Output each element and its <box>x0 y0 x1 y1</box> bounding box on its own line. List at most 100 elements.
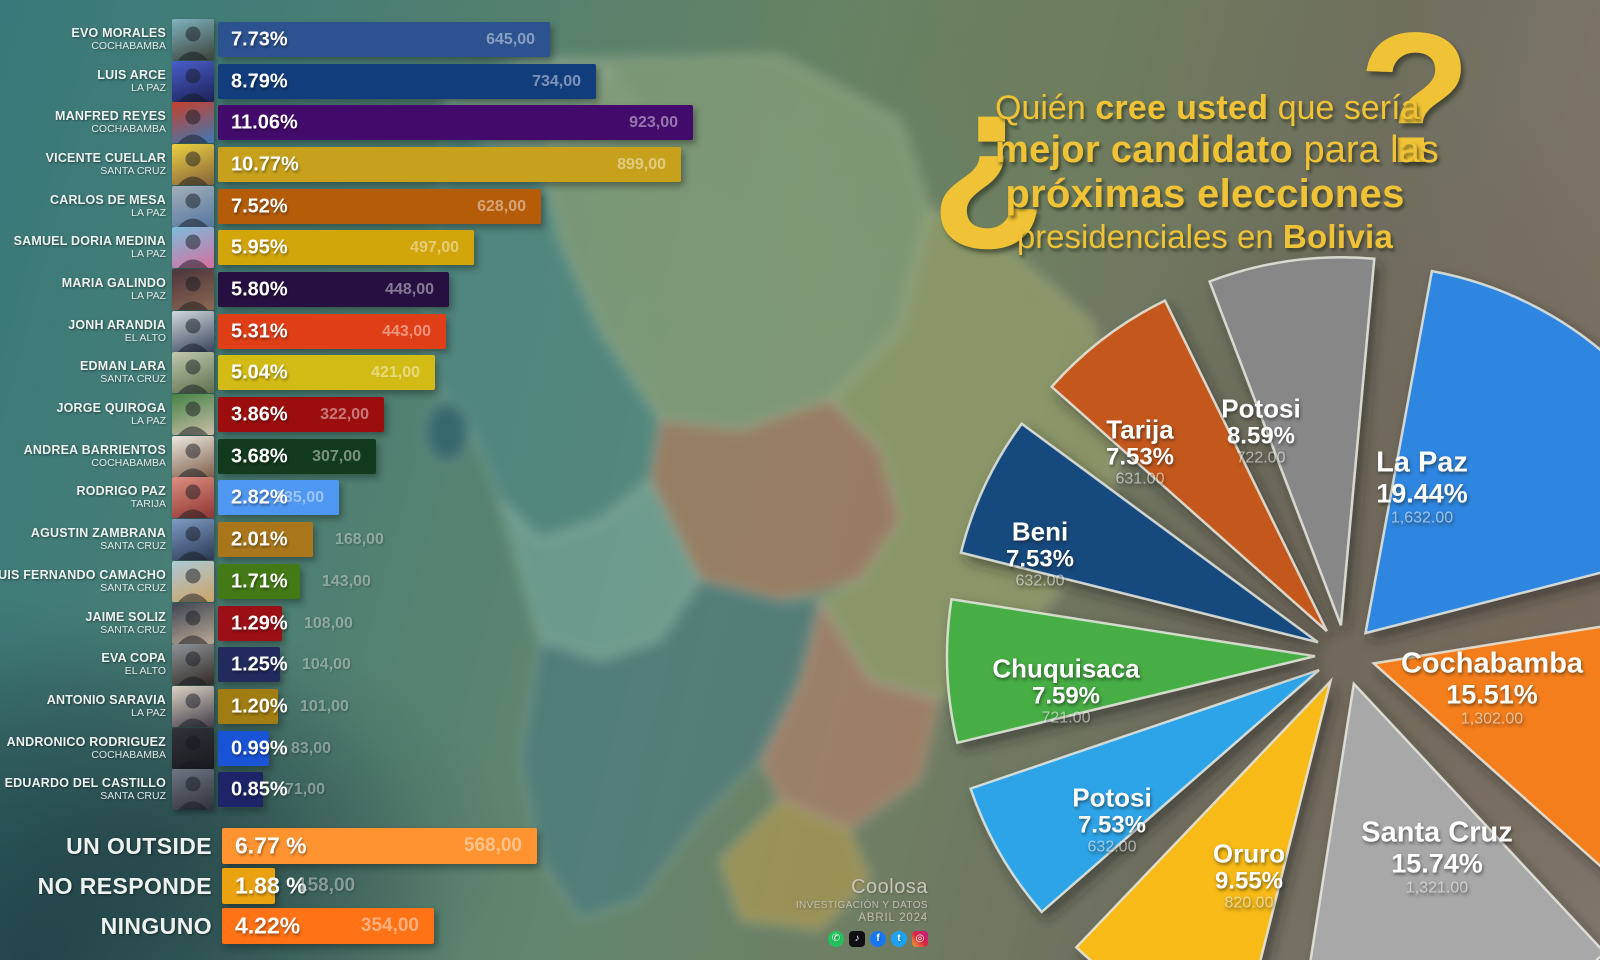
department-percent: 9.55% <box>1214 867 1284 895</box>
candidate-row: RODRIGO PAZ TARIJA 2.82% 235,00 <box>0 477 1600 518</box>
candidate-location: SANTA CRUZ <box>100 623 166 636</box>
department-name: Chuquisaca <box>992 653 1140 684</box>
candidate-location: EL ALTO <box>124 664 166 677</box>
candidate-row: JONH ARANDIA EL ALTO 5.31% 443,00 <box>0 311 1600 352</box>
value-bar: 0.99% <box>218 731 288 766</box>
value-label: 421,00 <box>371 363 420 381</box>
department-percent: 15.51% <box>1446 679 1538 710</box>
department-percent: 7.53% <box>1105 443 1175 471</box>
department-name: Cochabamba <box>1400 647 1584 680</box>
row-label: RODRIGO PAZ TARIJA <box>0 480 166 515</box>
candidate-location: COCHABAMBA <box>91 748 166 761</box>
credit-block: Coolosa INVESTIGACIÓN Y DATOS ABRIL 2024… <box>758 876 928 947</box>
percent-label: 10.77% <box>231 153 299 175</box>
department-name: La Paz <box>1376 446 1468 479</box>
candidate-photo <box>172 186 214 227</box>
value-label: 923,00 <box>629 113 678 131</box>
row-label: CARLOS DE MESA LA PAZ <box>0 189 166 224</box>
candidate-photo <box>172 728 214 769</box>
candidate-name: VICENTE CUELLAR <box>45 151 166 166</box>
person-silhouette-icon <box>178 68 208 102</box>
value-label: 83,00 <box>291 739 332 757</box>
department-percent: 7.59% <box>1031 682 1101 710</box>
person-silhouette-icon <box>178 568 208 602</box>
percent-label: 1.25% <box>231 653 288 675</box>
question-mark: ? <box>1358 0 1472 202</box>
department-value: 632.00 <box>1087 838 1137 856</box>
candidate-row: VICENTE CUELLAR SANTA CRUZ 10.77% 899,00 <box>0 144 1600 185</box>
value-bar: 1.25% <box>218 647 288 682</box>
percent-label: 3.86% <box>231 403 288 425</box>
candidate-name: RODRIGO PAZ <box>76 484 166 499</box>
row-label: JORGE QUIROGA LA PAZ <box>0 397 166 432</box>
candidate-row: ANDREA BARRIENTOS COCHABAMBA 3.68% 307,00 <box>0 436 1600 477</box>
pie-slice-label: Potosi 8.59% 722.00 <box>1221 395 1300 468</box>
social-icons-row: ✆ ♪ f t ◎ <box>758 931 928 947</box>
value-bar: 5.31% 443,00 <box>218 314 446 349</box>
value-label: 108,00 <box>304 614 353 632</box>
pie-slice-label: Potosi 7.53% 632.00 <box>1072 784 1151 857</box>
person-silhouette-icon <box>178 401 208 435</box>
department-value: 632.00 <box>1015 572 1065 590</box>
candidate-location: COCHABAMBA <box>91 456 166 469</box>
value-bar: 8.79% 734,00 <box>218 64 596 99</box>
value-label: 443,00 <box>382 322 431 340</box>
person-silhouette-icon <box>178 735 208 769</box>
person-silhouette-icon <box>178 234 208 268</box>
headline-question: Quién cree usted que sería mejor candida… <box>995 88 1439 257</box>
row-label: EVA COPA EL ALTO <box>0 647 166 682</box>
value-bar: 1.88 % <box>222 868 307 904</box>
value-label: 104,00 <box>302 655 351 673</box>
pie-slice-cochabamba <box>1371 625 1600 868</box>
map-lake-titicaca <box>424 401 470 463</box>
value-label: 734,00 <box>532 72 581 90</box>
publication-date: ABRIL 2024 <box>858 912 928 924</box>
candidate-row: AGUSTIN ZAMBRANA SANTA CRUZ 2.01% 168,00 <box>0 519 1600 560</box>
row-label: SAMUEL DORIA MEDINA LA PAZ <box>0 230 166 265</box>
candidate-name: EVA COPA <box>101 651 166 666</box>
candidate-location: SANTA CRUZ <box>100 372 166 385</box>
value-label: 568,00 <box>463 835 522 856</box>
candidate-row: EVA COPA EL ALTO 1.25% 104,00 <box>0 644 1600 685</box>
person-silhouette-icon <box>178 443 208 477</box>
row-label: UN OUTSIDE <box>0 828 212 864</box>
tiktok-icon: ♪ <box>849 931 865 947</box>
row-label: EDUARDO DEL CASTILLO SANTA CRUZ <box>0 772 166 807</box>
candidate-row: MANFRED REYES COCHABAMBA 11.06% 923,00 <box>0 102 1600 143</box>
candidate-row: JORGE QUIROGA LA PAZ 3.86% 322,00 <box>0 394 1600 435</box>
candidate-photo <box>172 269 214 310</box>
value-label: 168,00 <box>335 530 384 548</box>
value-bar: 1.20% <box>218 689 288 724</box>
department-percent: 7.53% <box>1077 811 1147 839</box>
facebook-icon: f <box>870 931 886 947</box>
percent-label: 1.71% <box>231 570 288 592</box>
pie-slice-label: Oruro 9.55% 820.00 <box>1213 840 1285 913</box>
candidate-name: MANFRED REYES <box>55 109 166 124</box>
person-silhouette-icon <box>178 776 208 810</box>
value-bar: 7.73% 645,00 <box>218 22 550 57</box>
value-label: 628,00 <box>477 197 526 215</box>
value-bar: 5.95% 497,00 <box>218 230 474 265</box>
candidate-photo <box>172 603 214 644</box>
department-name: Beni <box>1011 516 1069 547</box>
row-label: LUIS ARCE LA PAZ <box>0 64 166 99</box>
pie-slice-potosi <box>1207 256 1376 626</box>
pie-slice-label: Cochabamba 15.51% 1,302.00 <box>1401 648 1583 727</box>
percent-label: 1.88 % <box>235 872 307 899</box>
value-label: 101,00 <box>300 697 349 715</box>
pie-slice-label: Santa Cruz 15.74% 1,321.00 <box>1361 817 1512 896</box>
percent-label: 7.52% <box>231 195 288 217</box>
candidate-row: LUIS FERNANDO CAMACHO SANTA CRUZ 1.71% 143,… <box>0 561 1600 602</box>
candidate-row: ANTONIO SARAVIA LA PAZ 1.20% 101,00 <box>0 686 1600 727</box>
candidate-name: LUIS ARCE <box>97 68 166 83</box>
row-label: MANFRED REYES COCHABAMBA <box>0 105 166 140</box>
brand-name: Coolosa <box>851 876 928 898</box>
candidate-photo <box>172 436 214 477</box>
candidate-location: SANTA CRUZ <box>100 581 166 594</box>
pie-slice-label: Beni 7.53% 632.00 <box>1006 518 1074 591</box>
person-silhouette-icon <box>178 610 208 644</box>
percent-label: 6.77 % <box>235 832 307 859</box>
candidate-row: SAMUEL DORIA MEDINA LA PAZ 5.95% 497,00 <box>0 227 1600 268</box>
candidate-location: LA PAZ <box>131 206 166 219</box>
